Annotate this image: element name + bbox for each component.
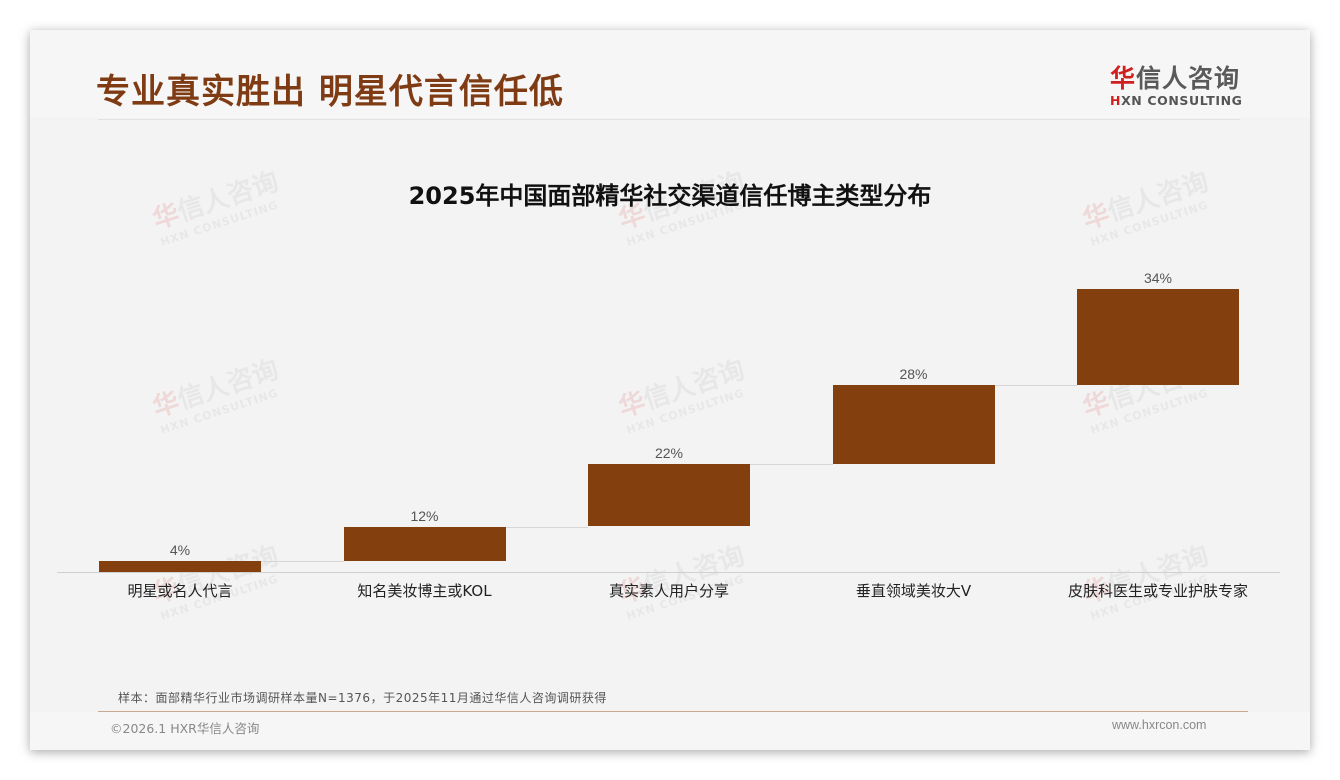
copyright: ©2026.1 HXR华信人咨询: [110, 721, 260, 736]
page-title: 专业真实胜出 明星代言信任低: [96, 72, 564, 112]
bar: [1077, 289, 1239, 385]
bar: [343, 527, 506, 561]
sample-note: 样本：面部精华行业市场调研样本量N=1376，于2025年11月通过华信人咨询调…: [118, 691, 607, 705]
bar-value-label: 34%: [1143, 270, 1173, 286]
connector-line: [261, 561, 344, 562]
connector-line: [505, 527, 588, 528]
bar-value-label: 4%: [169, 542, 191, 558]
x-axis-line: [57, 572, 1280, 573]
logo-en-text: XN CONSULTING: [1121, 93, 1243, 108]
bar-value-label: 22%: [654, 445, 684, 461]
bar: [99, 561, 261, 572]
bar-value-label: 28%: [899, 366, 928, 382]
logo-cn: 华信人咨询: [1110, 64, 1250, 94]
category-label: 皮肤科医生或专业护肤专家: [1067, 582, 1248, 600]
bar: [832, 385, 995, 464]
logo-mark: 华: [1110, 64, 1137, 93]
logo-cn-text: 信人咨询: [1136, 64, 1241, 93]
logo-en: HXN CONSULTING: [1110, 93, 1250, 108]
category-label: 明星或名人代言: [127, 582, 233, 600]
connector-line: [994, 385, 1077, 386]
footer-band: [30, 712, 1310, 750]
header-divider: [98, 119, 1240, 120]
footer-divider: [98, 711, 1248, 712]
connector-line: [750, 464, 833, 465]
company-logo: 华信人咨询 HXN CONSULTING: [1110, 64, 1250, 108]
category-label: 垂直领域美妆大V: [855, 582, 972, 600]
website-link: www.hxrcon.com: [1112, 718, 1207, 732]
header-band: [30, 30, 1310, 118]
chart-title: 2025年中国面部精华社交渠道信任博主类型分布: [408, 182, 932, 210]
bar: [588, 464, 750, 526]
slide: 专业真实胜出 明星代言信任低 华信人咨询 HXN CONSULTING 华信人咨…: [30, 30, 1310, 750]
logo-en-mark: H: [1110, 93, 1122, 108]
category-label: 真实素人用户分享: [608, 582, 729, 600]
bar-value-label: 12%: [410, 508, 439, 524]
category-label: 知名美妆博主或KOL: [357, 582, 492, 600]
